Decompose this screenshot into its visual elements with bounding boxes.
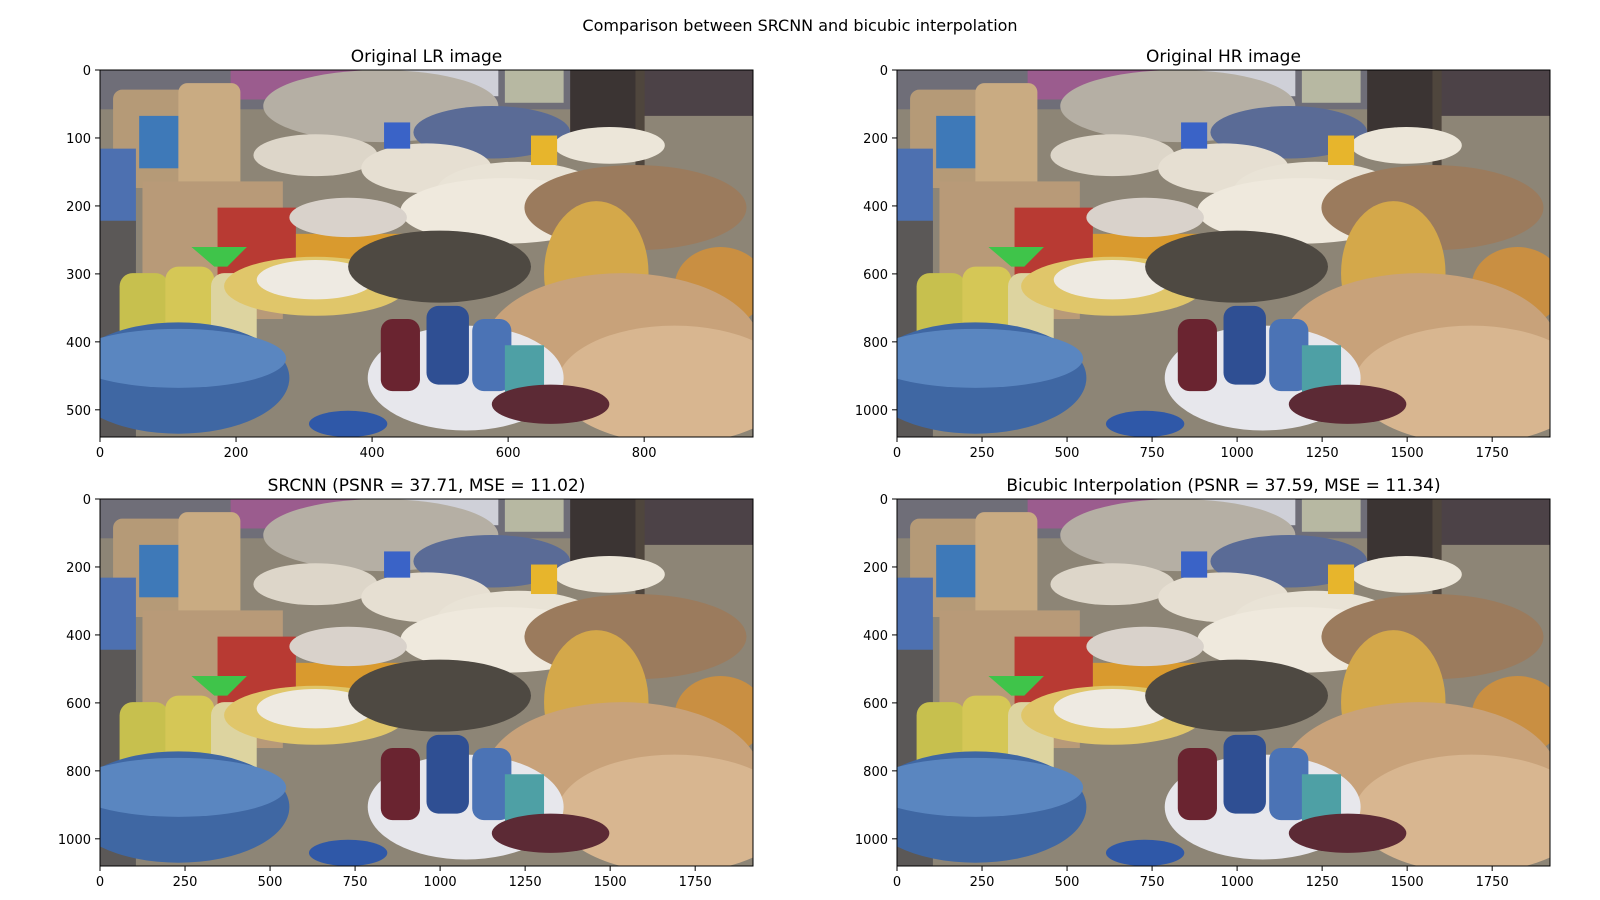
axes-frame (99, 498, 754, 867)
market-photo-render (100, 499, 753, 866)
x-tick-label: 1250 (1306, 875, 1339, 890)
x-tick-label: 600 (496, 446, 521, 461)
x-tick-label: 1000 (1221, 446, 1254, 461)
y-tick-label: 800 (863, 765, 888, 780)
x-tick-label: 750 (1140, 446, 1165, 461)
y-tick-label: 800 (863, 336, 888, 351)
y-tick-label: 800 (66, 765, 91, 780)
panel-title: Original HR image (1146, 47, 1301, 67)
x-tick-label: 250 (970, 875, 995, 890)
x-tick-label: 0 (893, 446, 901, 461)
x-tick-label: 400 (360, 446, 385, 461)
x-tick-label: 0 (96, 875, 104, 890)
y-tick-label: 200 (66, 561, 91, 576)
y-tick-label: 400 (66, 629, 91, 644)
market-photo-render (897, 70, 1550, 437)
x-tick-label: 750 (1140, 875, 1165, 890)
x-tick-label: 1000 (1221, 875, 1254, 890)
image-panel-4: Bicubic Interpolation (PSNR = 37.59, MSE… (855, 476, 1551, 890)
x-tick-label: 1750 (1476, 875, 1509, 890)
axes-frame (99, 69, 754, 438)
y-tick-label: 100 (66, 132, 91, 147)
image-panel-1: Original LR image 0 200 400 600 800 0 100 200 300… (66, 47, 754, 461)
y-tick-label: 600 (863, 268, 888, 283)
market-image (897, 499, 1550, 866)
x-tick-label: 1000 (424, 875, 457, 890)
y-tick-label: 0 (880, 64, 888, 79)
market-image (100, 499, 753, 866)
y-tick-label: 400 (66, 336, 91, 351)
x-tick-label: 0 (96, 446, 104, 461)
market-image (100, 70, 753, 437)
market-photo-render (100, 70, 753, 437)
y-tick-label: 300 (66, 268, 91, 283)
x-tick-label: 250 (173, 875, 198, 890)
x-tick-label: 800 (632, 446, 657, 461)
figure-suptitle: Comparison between SRCNN and bicubic int… (582, 16, 1017, 35)
y-tick-label: 0 (83, 493, 91, 508)
y-tick-label: 200 (66, 200, 91, 215)
y-tick-label: 600 (66, 697, 91, 712)
y-tick-label: 1000 (58, 833, 91, 848)
image-panel-2: Original HR image 0 250 500 750 1000 1250 1500 1… (855, 47, 1551, 461)
x-tick-label: 1250 (509, 875, 542, 890)
panel-title: Original LR image (351, 47, 503, 67)
x-tick-label: 1750 (1476, 446, 1509, 461)
x-tick-label: 1500 (1391, 446, 1424, 461)
market-photo-render (897, 499, 1550, 866)
y-tick-label: 400 (863, 200, 888, 215)
x-tick-label: 500 (1055, 875, 1080, 890)
image-panel-3: SRCNN (PSNR = 37.71, MSE = 11.02) 0 250 500… (58, 476, 754, 890)
y-tick-label: 1000 (855, 833, 888, 848)
y-tick-label: 1000 (855, 404, 888, 419)
market-image (897, 70, 1550, 437)
panel-title: SRCNN (PSNR = 37.71, MSE = 11.02) (268, 476, 586, 496)
axes-frame (896, 69, 1551, 438)
x-tick-label: 1250 (1306, 446, 1339, 461)
x-tick-label: 1500 (1391, 875, 1424, 890)
y-tick-label: 600 (863, 697, 888, 712)
y-tick-label: 200 (863, 561, 888, 576)
x-tick-label: 750 (343, 875, 368, 890)
y-tick-label: 0 (880, 493, 888, 508)
axes-frame (896, 498, 1551, 867)
y-tick-label: 400 (863, 629, 888, 644)
x-tick-label: 500 (1055, 446, 1080, 461)
y-tick-label: 500 (66, 404, 91, 419)
y-tick-label: 0 (83, 64, 91, 79)
panel-title: Bicubic Interpolation (PSNR = 37.59, MSE… (1006, 476, 1440, 496)
x-tick-label: 250 (970, 446, 995, 461)
x-tick-label: 0 (893, 875, 901, 890)
y-tick-label: 200 (863, 132, 888, 147)
x-tick-label: 1750 (679, 875, 712, 890)
x-tick-label: 1500 (594, 875, 627, 890)
x-tick-label: 500 (258, 875, 283, 890)
x-tick-label: 200 (224, 446, 249, 461)
